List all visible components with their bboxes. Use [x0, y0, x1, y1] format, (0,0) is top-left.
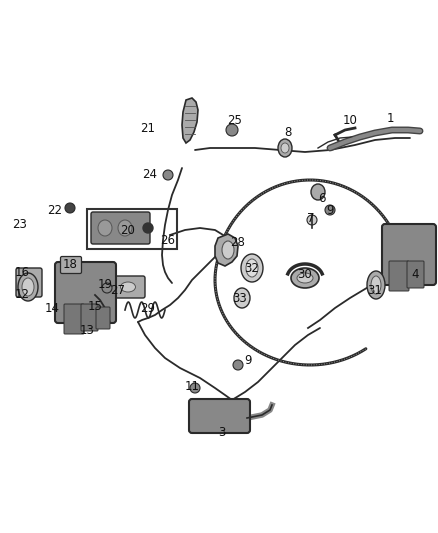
FancyBboxPatch shape — [60, 256, 81, 273]
FancyBboxPatch shape — [55, 262, 116, 323]
Text: 27: 27 — [110, 284, 126, 296]
FancyBboxPatch shape — [382, 224, 436, 285]
Text: 32: 32 — [244, 262, 259, 274]
FancyBboxPatch shape — [64, 304, 84, 334]
Ellipse shape — [367, 271, 385, 299]
Text: 31: 31 — [367, 284, 382, 296]
Polygon shape — [182, 98, 198, 143]
Text: 26: 26 — [160, 233, 176, 246]
Circle shape — [226, 124, 238, 136]
Ellipse shape — [291, 268, 319, 288]
Ellipse shape — [118, 220, 132, 236]
Ellipse shape — [98, 220, 112, 236]
Ellipse shape — [22, 278, 34, 296]
Text: 11: 11 — [184, 379, 199, 392]
Ellipse shape — [18, 273, 38, 301]
Circle shape — [307, 215, 317, 225]
FancyBboxPatch shape — [16, 268, 42, 297]
Text: 33: 33 — [233, 292, 247, 304]
Text: 14: 14 — [45, 302, 60, 314]
Text: 25: 25 — [228, 114, 243, 126]
Text: 18: 18 — [63, 257, 78, 271]
Ellipse shape — [281, 143, 289, 153]
Circle shape — [325, 205, 335, 215]
Text: 20: 20 — [120, 223, 135, 237]
Text: 10: 10 — [343, 114, 357, 126]
Ellipse shape — [311, 184, 325, 200]
Circle shape — [163, 170, 173, 180]
Ellipse shape — [234, 288, 250, 308]
Ellipse shape — [222, 241, 234, 259]
Circle shape — [233, 360, 243, 370]
Text: 21: 21 — [141, 122, 155, 134]
Text: 24: 24 — [142, 168, 158, 182]
Circle shape — [190, 383, 200, 393]
Text: 13: 13 — [80, 324, 95, 336]
Ellipse shape — [120, 282, 135, 292]
Text: 12: 12 — [14, 288, 29, 302]
Circle shape — [65, 203, 75, 213]
Polygon shape — [215, 234, 238, 266]
Text: 28: 28 — [230, 236, 245, 248]
Text: 3: 3 — [218, 425, 226, 439]
FancyBboxPatch shape — [389, 261, 409, 291]
Ellipse shape — [371, 276, 381, 294]
FancyBboxPatch shape — [407, 261, 424, 288]
Text: 15: 15 — [88, 300, 102, 312]
Ellipse shape — [246, 259, 258, 277]
Ellipse shape — [278, 139, 292, 157]
FancyBboxPatch shape — [81, 304, 98, 331]
Text: 16: 16 — [14, 265, 29, 279]
FancyBboxPatch shape — [111, 276, 145, 298]
Text: 30: 30 — [298, 269, 312, 281]
Text: 22: 22 — [47, 204, 63, 216]
Text: 8: 8 — [284, 126, 292, 140]
Text: 1: 1 — [386, 111, 394, 125]
Circle shape — [143, 223, 153, 233]
FancyBboxPatch shape — [96, 307, 110, 329]
Text: 6: 6 — [318, 191, 326, 205]
Text: 19: 19 — [98, 279, 113, 292]
FancyBboxPatch shape — [189, 399, 250, 433]
Text: 29: 29 — [141, 302, 155, 314]
Circle shape — [102, 283, 112, 293]
Text: 9: 9 — [326, 204, 334, 216]
Text: 9: 9 — [244, 353, 252, 367]
Ellipse shape — [297, 273, 313, 283]
Text: 7: 7 — [307, 212, 315, 224]
FancyBboxPatch shape — [91, 212, 150, 244]
Text: 23: 23 — [13, 219, 28, 231]
Text: 4: 4 — [411, 269, 419, 281]
Ellipse shape — [241, 254, 263, 282]
